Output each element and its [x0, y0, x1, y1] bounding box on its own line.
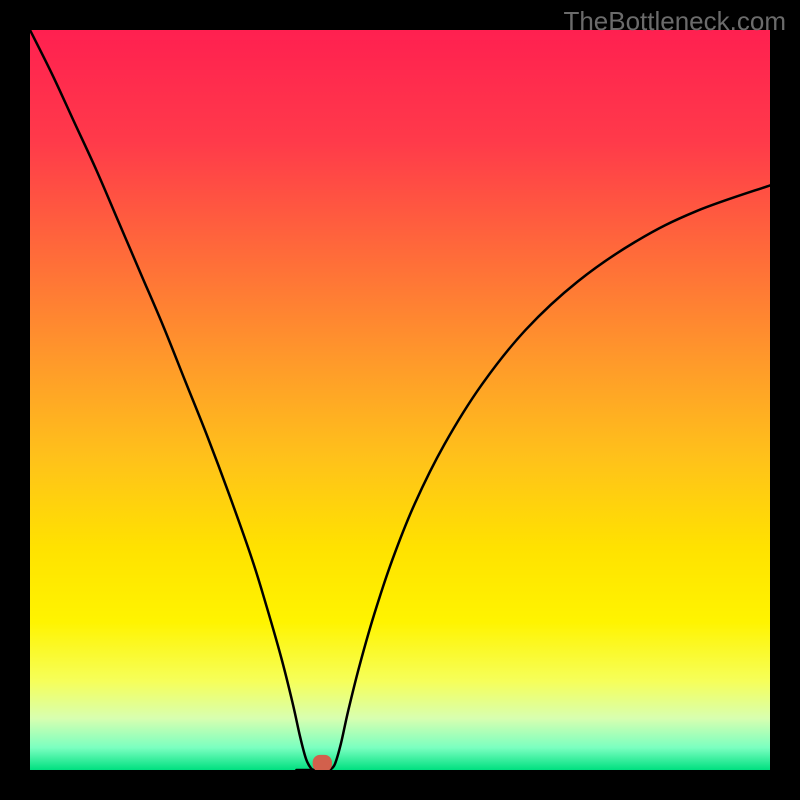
chart-stage: TheBottleneck.com — [0, 0, 800, 800]
optimum-marker — [313, 755, 332, 770]
bottleneck-curve-chart — [30, 30, 770, 770]
chart-background — [30, 30, 770, 770]
watermark-text: TheBottleneck.com — [563, 6, 786, 37]
